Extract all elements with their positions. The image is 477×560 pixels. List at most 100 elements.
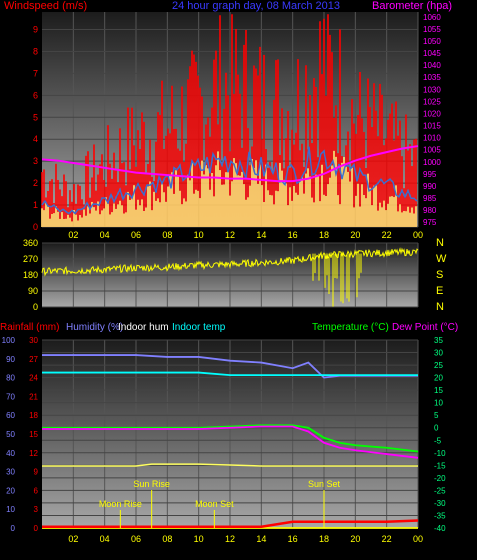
temperature-tick-label: 10: [434, 399, 443, 408]
barometer-tick-label: 975: [423, 218, 437, 227]
legend-entry: Rainfall (mm): [0, 322, 59, 333]
compass-label: N: [436, 237, 444, 249]
barometer-tick-label: 985: [423, 194, 437, 203]
barometer-line: [41, 145, 419, 183]
temperature-tick-label: -5: [434, 436, 442, 445]
windspeed-tick-label: 7: [33, 68, 38, 78]
x-tick-label: 18: [319, 230, 329, 240]
x-tick-label: 10: [194, 534, 204, 544]
direction-tick-label: 90: [28, 286, 38, 296]
x-tick-label: 20: [350, 230, 360, 240]
x-tick-label: 02: [68, 230, 78, 240]
barometer-tick-label: 1035: [423, 73, 441, 82]
event-label: Sun Set: [308, 479, 341, 489]
x-tick-label: 14: [256, 534, 266, 544]
rainfall-tick-label: 9: [34, 468, 39, 477]
compass-label: S: [436, 269, 443, 281]
barometer-tick-label: 1025: [423, 97, 441, 106]
x-tick-label: 16: [288, 230, 298, 240]
temperature-line: [42, 424, 419, 453]
x-tick-label: 20: [350, 534, 360, 544]
barometer-tick-label: 1060: [423, 13, 441, 22]
rainfall-line: [42, 519, 419, 528]
x-tick-label: 16: [288, 534, 298, 544]
page-title: 24 hour graph day, 08 March 2013: [172, 0, 340, 12]
x-tick-label: 12: [225, 230, 235, 240]
dew-point-line: [42, 425, 419, 459]
x-tick-label: 22: [382, 230, 392, 240]
temperature-tick-label: -35: [434, 511, 446, 520]
temperature-tick-label: -40: [434, 524, 446, 533]
humidity-tick-label: 10: [6, 505, 15, 514]
humidity-tick-label: 70: [6, 392, 15, 401]
direction-tick-label: 180: [23, 270, 38, 280]
windspeed-tick-label: 9: [33, 25, 38, 35]
humidity-tick-label: 90: [6, 355, 15, 364]
temperature-tick-label: -25: [434, 486, 446, 495]
humidity-tick-label: 20: [6, 486, 15, 495]
legend-entry: Dew Point (°C): [392, 322, 458, 333]
barometer-axis-label: Barometer (hpa): [372, 0, 452, 12]
event-label: Sun Rise: [133, 479, 170, 489]
humidity-tick-label: 80: [6, 374, 15, 383]
barometer-tick-label: 1015: [423, 122, 441, 131]
indoor-hum-trace: [42, 463, 418, 467]
compass-label: N: [436, 301, 444, 313]
legend-entry: Temperature (°C): [312, 322, 389, 333]
rainfall-tick-label: 24: [29, 374, 38, 383]
windspeed-tick-label: 1: [33, 200, 38, 210]
humidity-tick-label: 0: [11, 524, 16, 533]
legend-entry: Indoor hum: [118, 322, 169, 333]
rainfall-tick-label: 30: [29, 336, 38, 345]
barometer-tick-label: 1040: [423, 61, 441, 70]
x-tick-label: 14: [256, 230, 266, 240]
humidity-tick-label: 40: [6, 449, 15, 458]
barometer-tick-label: 1050: [423, 37, 441, 46]
temperature-tick-label: 0: [434, 424, 439, 433]
windspeed-axis-label: Windspeed (m/s): [4, 0, 87, 12]
temperature-tick-label: -20: [434, 474, 446, 483]
humidity-tick-label: 100: [2, 336, 16, 345]
rainfall-tick-label: 21: [29, 392, 38, 401]
rainfall-tick-label: 27: [29, 355, 38, 364]
x-tick-label: 08: [162, 534, 172, 544]
windspeed-tick-label: 8: [33, 46, 38, 56]
wind-direction-line: [41, 247, 419, 277]
windspeed-tick-label: 2: [33, 178, 38, 188]
compass-label: W: [436, 253, 447, 265]
x-tick-label: 22: [382, 534, 392, 544]
direction-tick-label: 0: [33, 302, 38, 312]
rainfall-tick-label: 15: [29, 430, 38, 439]
barometer-tick-label: 1000: [423, 158, 441, 167]
temperature-tick-label: -30: [434, 499, 446, 508]
x-tick-label: 10: [194, 230, 204, 240]
barometer-tick-label: 1055: [423, 25, 441, 34]
event-label: Moon Set: [195, 499, 234, 509]
temperature-tick-label: 25: [434, 361, 443, 370]
x-tick-label: 06: [131, 230, 141, 240]
rainfall-tick-label: 6: [34, 486, 39, 495]
legend-entry: Humidity (%): [66, 322, 123, 333]
barometer-tick-label: 1020: [423, 109, 441, 118]
barometer-tick-label: 1005: [423, 146, 441, 155]
humidity-tick-label: 30: [6, 468, 15, 477]
barometer-tick-label: 995: [423, 170, 437, 179]
x-tick-label: 18: [319, 534, 329, 544]
legend-entry: Indoor temp: [172, 322, 226, 333]
average-windspeed-line: [41, 146, 418, 215]
rainfall-tick-label: 3: [34, 505, 39, 514]
direction-tick-label: 360: [23, 238, 38, 248]
barometer-tick-label: 990: [423, 182, 437, 191]
compass-label: E: [436, 285, 443, 297]
rainfall-tick-label: 0: [34, 524, 39, 533]
x-tick-label: 04: [100, 230, 110, 240]
indoor-temp-line: [42, 371, 418, 376]
temperature-tick-label: 15: [434, 386, 443, 395]
windspeed-tick-label: 5: [33, 112, 38, 122]
x-tick-label: 08: [162, 230, 172, 240]
direction-tick-label: 270: [23, 254, 38, 264]
barometer-tick-label: 1045: [423, 49, 441, 58]
windspeed-tick-label: 6: [33, 90, 38, 100]
